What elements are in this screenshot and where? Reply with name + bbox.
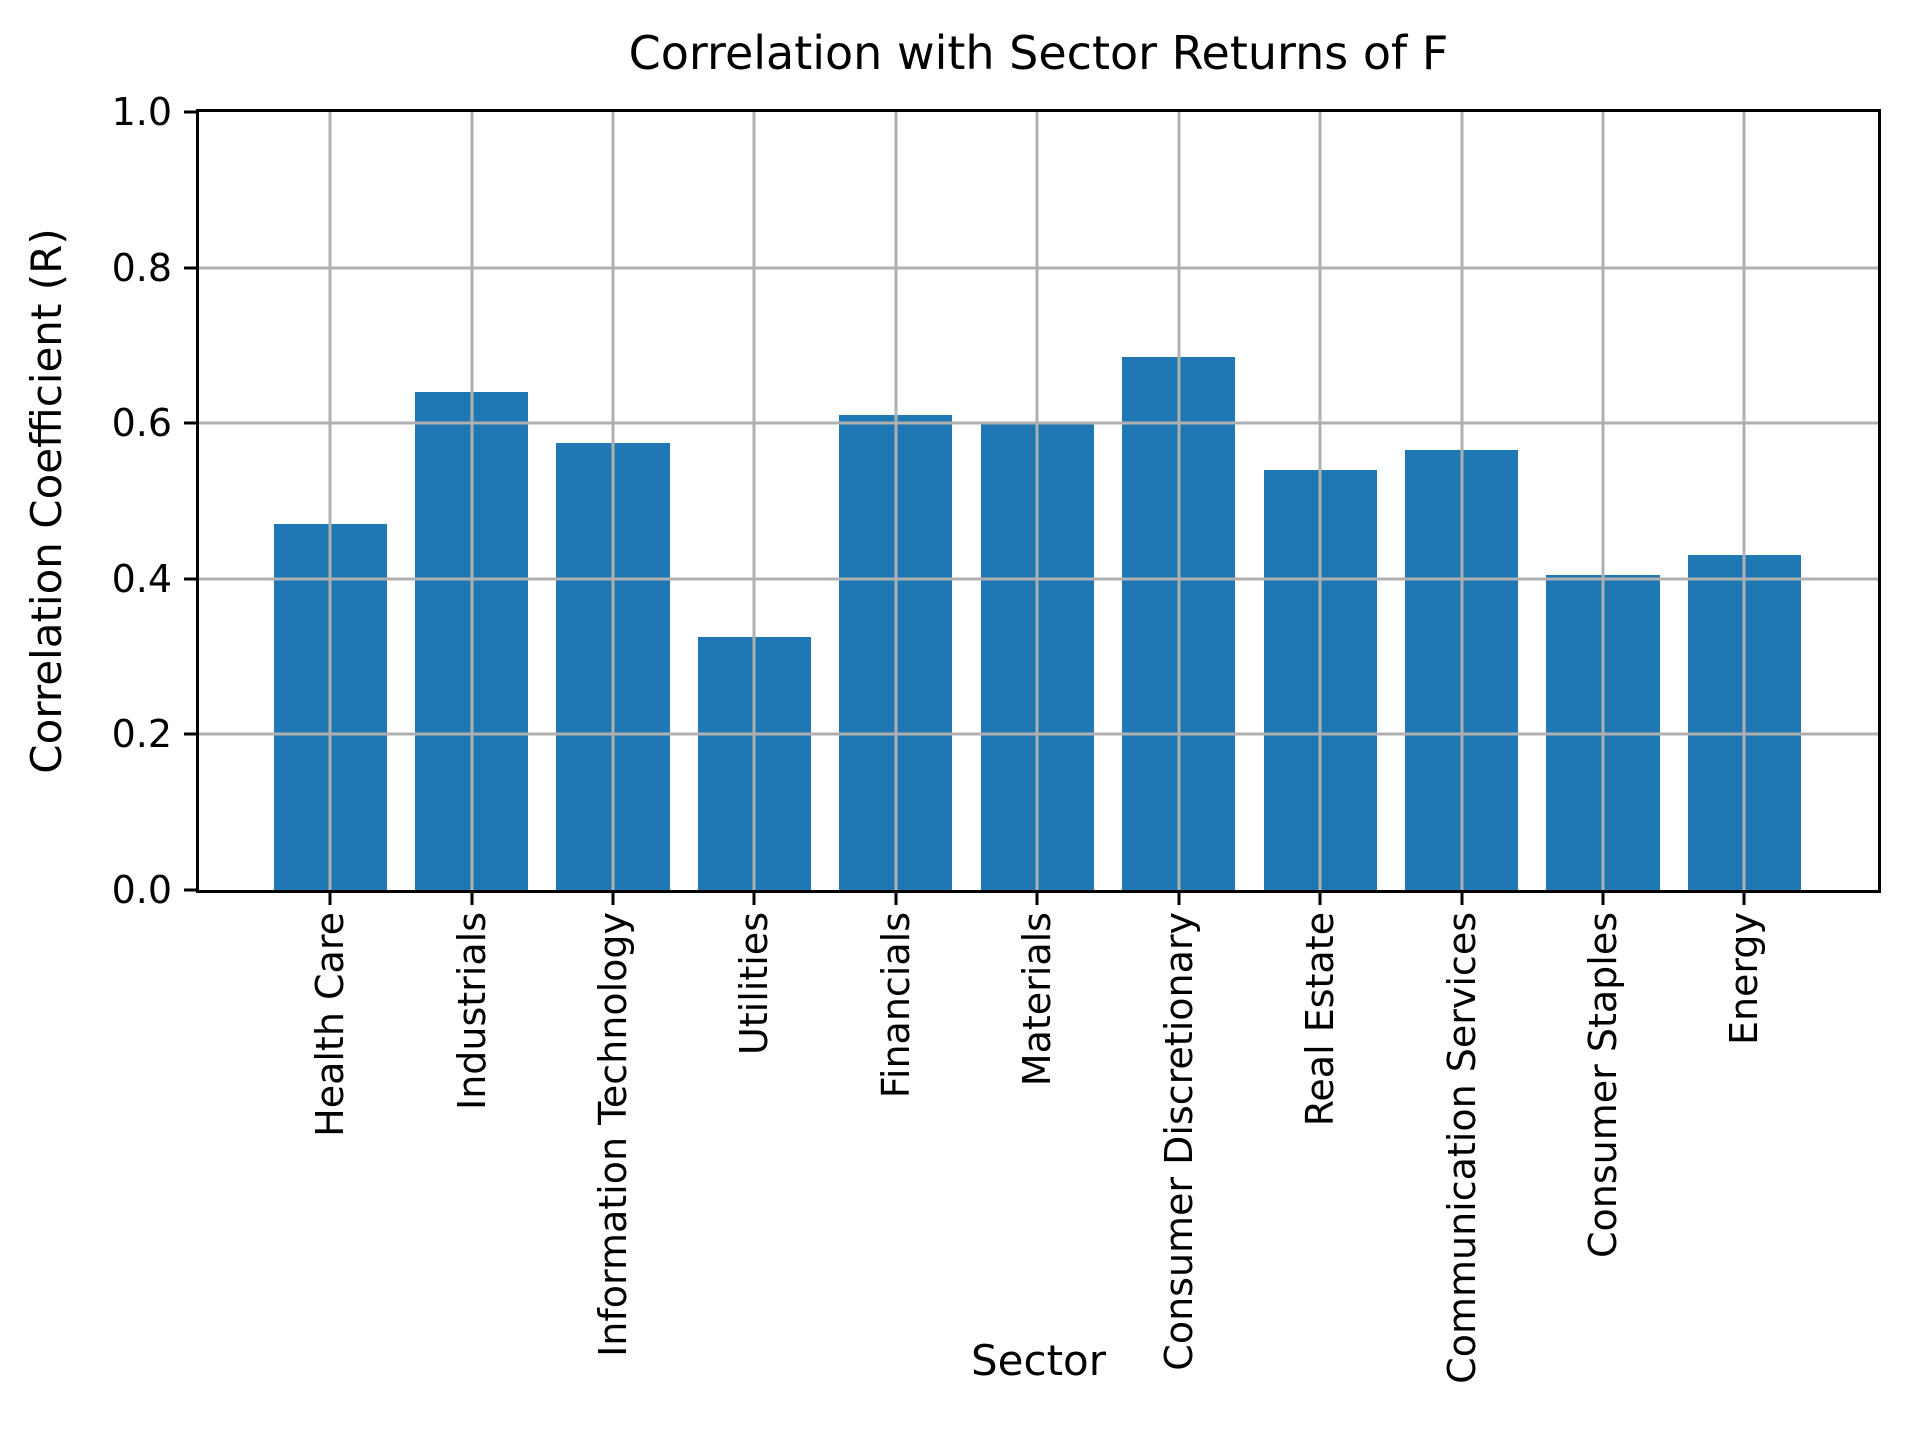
- gridline-x-financials: [894, 112, 898, 890]
- ytick-mark-0.2: [184, 732, 196, 736]
- xtick-mark-financials: [894, 893, 898, 905]
- xtick-label-real-estate: Real Estate: [1298, 912, 1343, 1127]
- ytick-label-0: 0.0: [111, 868, 172, 912]
- ytick-mark-0.4: [184, 577, 196, 581]
- ytick-mark-0.6: [184, 421, 196, 425]
- xtick-label-industrials: Industrials: [449, 912, 494, 1111]
- gridline-x-real-estate: [1318, 112, 1322, 890]
- gridline-x-health-care: [328, 112, 332, 890]
- xtick-mark-real-estate: [1318, 893, 1322, 905]
- gridline-x-information-technology: [611, 112, 615, 890]
- xtick-mark-utilities: [752, 893, 756, 905]
- plot-area: 0.0 0.2 0.4 0.6 0.8 1.0: [112, 93, 1881, 909]
- gridline-x-materials: [1035, 112, 1039, 890]
- ytick-mark-0: [184, 888, 196, 892]
- xtick-label-health-care: Health Care: [308, 912, 353, 1137]
- xtick-label-communication-services: Communication Services: [1439, 912, 1484, 1384]
- ytick-label-0.2: 0.2: [111, 712, 172, 757]
- xtick-label-box-health-care: Health Care: [300, 912, 360, 1137]
- gridline-x-consumer-discretionary: [1177, 112, 1181, 890]
- xtick-label-box-consumer-staples: Consumer Staples: [1573, 912, 1633, 1258]
- xtick-label-information-technology: Information Technology: [590, 912, 635, 1357]
- xtick-mark-communication-services: [1460, 893, 1463, 905]
- gridline-x-utilities: [752, 112, 756, 890]
- xtick-mark-energy: [1742, 893, 1746, 905]
- plot-inner: 0.0 0.2 0.4 0.6 0.8 1.0: [112, 93, 1878, 909]
- xtick-label-box-real-estate: Real Estate: [1290, 912, 1350, 1126]
- chart-title: Correlation with Sector Returns of F: [628, 26, 1449, 80]
- ytick-label-0.6: 0.6: [111, 401, 172, 446]
- xtick-mark-information-technology: [611, 893, 615, 905]
- xtick-label-box-communication-services: Communication Services: [1432, 912, 1492, 1384]
- gridline-x-industrials: [470, 112, 474, 890]
- xtick-label-box-materials: Materials: [1007, 912, 1067, 1086]
- xtick-label-box-financials: Financials: [866, 912, 926, 1098]
- xtick-label-consumer-discretionary: Consumer Discretionary: [1156, 912, 1201, 1371]
- gridline-x-communication-services: [1460, 112, 1463, 890]
- ytick-mark-1: [184, 110, 196, 114]
- ytick-mark-0.8: [184, 266, 196, 270]
- xtick-mark-materials: [1035, 893, 1039, 905]
- xtick-label-box-information-technology: Information Technology: [583, 912, 643, 1357]
- xtick-label-consumer-staples: Consumer Staples: [1580, 912, 1625, 1259]
- xtick-mark-consumer-staples: [1601, 893, 1605, 905]
- xtick-label-utilities: Utilities: [732, 912, 777, 1056]
- y-axis-label: Correlation Coefficient (R): [22, 228, 71, 774]
- x-axis-label: Sector: [970, 1336, 1107, 1385]
- xtick-label-box-utilities: Utilities: [724, 912, 784, 1055]
- xtick-label-materials: Materials: [1015, 912, 1060, 1087]
- xtick-mark-consumer-discretionary: [1177, 893, 1181, 905]
- xtick-mark-industrials: [470, 893, 474, 905]
- xtick-label-energy: Energy: [1722, 912, 1767, 1046]
- ytick-label-0.4: 0.4: [111, 556, 172, 601]
- ytick-label-0.8: 0.8: [111, 245, 172, 290]
- ytick-label-1: 1.0: [111, 90, 172, 134]
- gridline-x-energy: [1742, 112, 1746, 890]
- xtick-mark-health-care: [328, 893, 332, 905]
- xtick-label-financials: Financials: [873, 912, 918, 1099]
- xtick-label-box-industrials: Industrials: [442, 912, 502, 1110]
- xtick-label-box-energy: Energy: [1714, 912, 1774, 1045]
- gridline-x-consumer-staples: [1601, 112, 1605, 890]
- xtick-label-box-consumer-discretionary: Consumer Discretionary: [1149, 912, 1209, 1371]
